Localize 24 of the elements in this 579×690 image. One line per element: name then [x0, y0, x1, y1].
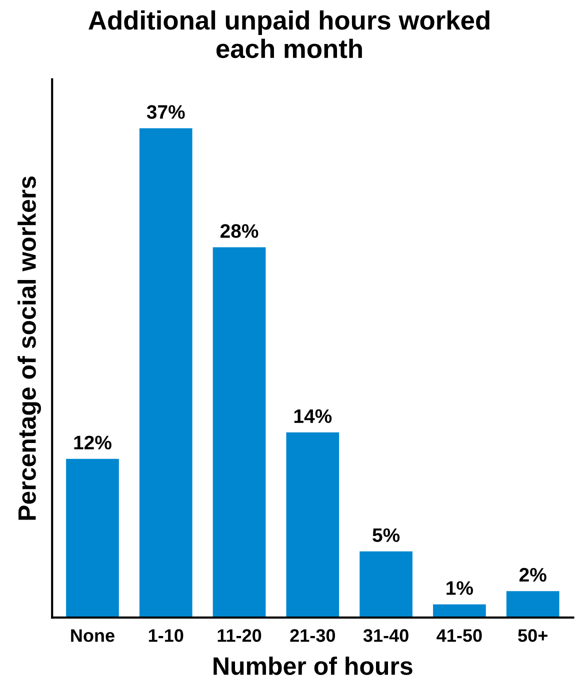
- bar: [286, 432, 340, 618]
- chart-title: Additional unpaid hours worked each month: [88, 10, 490, 58]
- x-tick-label: 21-30: [290, 629, 336, 642]
- bar: [139, 128, 192, 618]
- x-tick-label: 11-20: [218, 629, 262, 642]
- data-label: 2%: [519, 568, 546, 582]
- y-axis-title: Percentage of social workers: [18, 176, 41, 520]
- bar: [506, 591, 560, 618]
- data-label: 1%: [446, 581, 473, 595]
- data-label: 12%: [74, 436, 112, 450]
- x-tick-label: 50+: [518, 629, 548, 642]
- data-label: 14%: [294, 409, 332, 423]
- bar: [433, 604, 486, 618]
- data-label: 5%: [372, 528, 400, 542]
- x-tick-label: 31-40: [363, 629, 408, 642]
- bar: [212, 247, 266, 618]
- x-tick-label: 41-50: [436, 629, 482, 642]
- x-tick-label: 1-10: [148, 629, 184, 642]
- data-label: 37%: [146, 105, 185, 119]
- bar: [360, 551, 412, 618]
- data-label: 28%: [220, 224, 258, 238]
- bar: [66, 458, 119, 618]
- x-tick-label: None: [71, 629, 114, 642]
- x-axis-title: Number of hours: [214, 656, 412, 675]
